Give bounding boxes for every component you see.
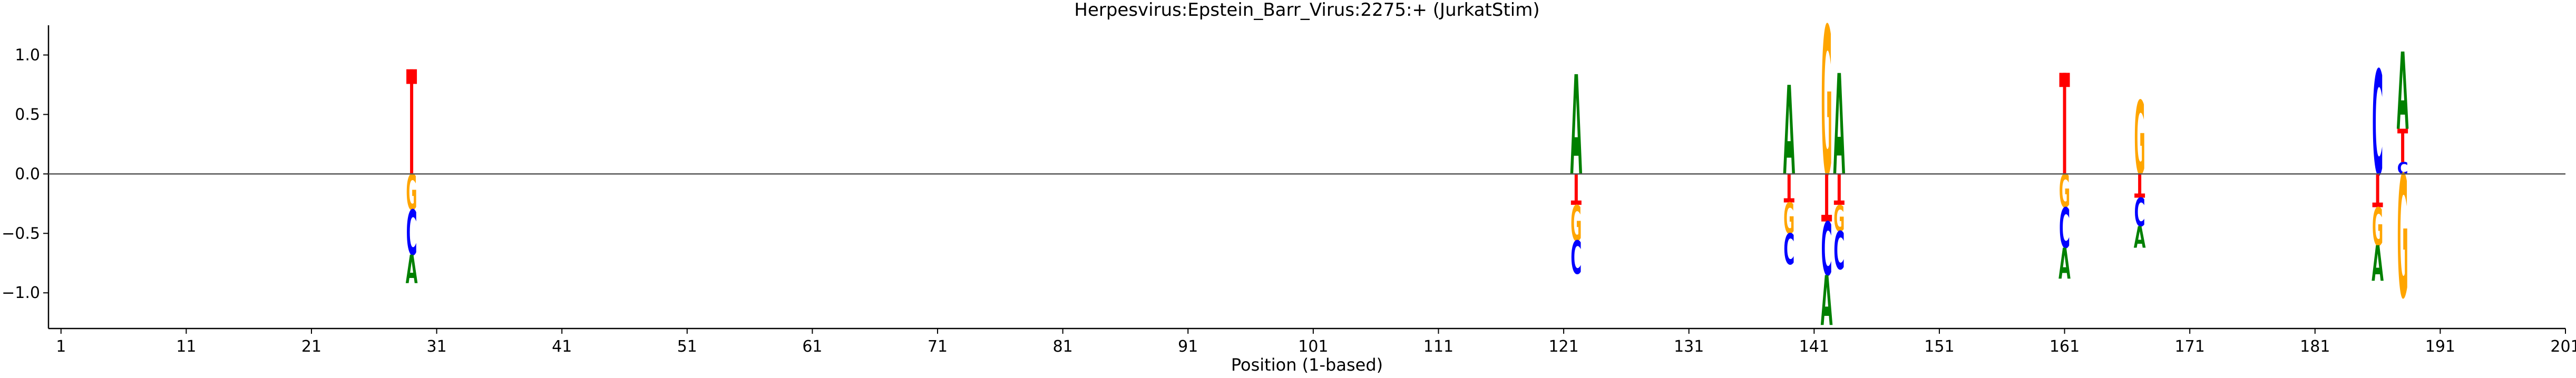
logo-letter-G: G [1570, 196, 1582, 253]
logo-letter-C: C [2059, 197, 2070, 262]
logo-letter-T [1833, 174, 1845, 205]
logo-letter-G: G [1821, 0, 1832, 222]
logo-letter-A: A [2058, 240, 2071, 289]
x-tick-label: 21 [301, 337, 321, 356]
logo-letter-T-bar [2059, 73, 2070, 87]
logo-letter-T [2059, 73, 2070, 174]
x-tick-label: 101 [1298, 337, 1328, 356]
x-tick-label: 181 [2300, 337, 2330, 356]
logo-letter-A: A [1821, 263, 1833, 342]
logo-letter-C: C [2372, 41, 2383, 208]
logo-letter-C: C [1833, 221, 1845, 282]
logo-letter-T-stem [1574, 174, 1578, 205]
logo-letter-G: G [2372, 198, 2383, 258]
logo-letter-T-stem [1837, 174, 1841, 205]
x-tick-label: 201 [2550, 337, 2576, 356]
chart-title: Herpesvirus:Epstein_Barr_Virus:2275:+ (J… [1074, 0, 1539, 21]
logo-letter-T-stem [2063, 73, 2066, 174]
logo-letter-A: A [2372, 236, 2384, 293]
y-tick-label: 0.5 [15, 105, 40, 124]
logo-letter-A: A [406, 248, 418, 293]
logo-letter-A: A [1833, 46, 1845, 207]
logo-letter-G: G [2134, 81, 2145, 198]
logo-letter-G: G [1783, 195, 1794, 244]
x-tick-label: 161 [2050, 337, 2080, 356]
logo-letter-T-stem [410, 69, 414, 174]
logo-letter-T-stem [2376, 174, 2379, 207]
logo-letter-T-bar [1570, 200, 1582, 205]
x-tick-label: 81 [1053, 337, 1073, 356]
logo-letter-T [1821, 174, 1832, 222]
logo-letter-T [2397, 128, 2408, 162]
logo-letter-G: G [1833, 198, 1845, 240]
x-tick-label: 61 [802, 337, 822, 356]
y-tick-label: −1.0 [2, 284, 40, 302]
ticks-layer: 1 11 21 31 41 51 61 71 81 91 101 111 121 131 141 151 161… [2, 46, 2576, 356]
logo-letter-T [1570, 174, 1582, 205]
logo-letter-T-bar [2134, 193, 2145, 198]
logo-letter-T [1783, 174, 1794, 203]
logo-letter-T [406, 69, 417, 174]
logo-letter-T [2134, 174, 2145, 198]
x-tick-label: 121 [1548, 337, 1578, 356]
x-tick-label: 1 [56, 337, 66, 356]
y-tick-label: 1.0 [15, 46, 40, 64]
logo-letter-T-bar [2397, 128, 2408, 134]
logo-letter-T-stem [1787, 174, 1791, 203]
logo-letter-T-bar [2372, 202, 2383, 207]
x-tick-label: 31 [427, 337, 447, 356]
x-tick-label: 11 [176, 337, 196, 356]
logo-letter-T-bar [1783, 198, 1794, 203]
logo-letter-C: C [1570, 232, 1582, 285]
axes-layer [47, 25, 2565, 330]
logo-letter-A: A [1570, 47, 1582, 207]
x-tick-label: 131 [1674, 337, 1704, 356]
logo-letter-C: C [1783, 226, 1794, 275]
x-tick-label: 141 [1799, 337, 1829, 356]
logo-letter-G: G [2397, 141, 2408, 336]
x-tick-label: 151 [1924, 337, 1954, 356]
logo-letter-G: G [406, 165, 417, 222]
logo-letter-T [2372, 174, 2383, 207]
x-tick-label: 191 [2425, 337, 2455, 356]
logo-letter-A: A [1783, 61, 1795, 204]
y-tick-label: −0.5 [2, 224, 40, 243]
logo-letter-G: G [2059, 166, 2070, 218]
logo-letter-A: A [2397, 31, 2409, 154]
logo-letter-T-bar [1821, 215, 1832, 222]
x-tick-label: 71 [928, 337, 948, 356]
x-tick-label: 111 [1423, 337, 1453, 356]
logo-letter-T-bar [406, 69, 417, 84]
x-axis-label: Position (1-based) [1231, 355, 1383, 375]
y-tick-label: 0.0 [15, 165, 40, 183]
logo-letter-C: C [406, 198, 417, 270]
x-tick-label: 91 [1178, 337, 1198, 356]
logo-letter-A: A [2134, 221, 2146, 255]
logo-letter-C: C [2134, 191, 2145, 236]
logo-letter-T-stem [2401, 128, 2405, 162]
logo-letter-C: C [1821, 207, 1832, 293]
logo-letter-T-stem [2138, 174, 2142, 198]
x-tick-label: 41 [552, 337, 572, 356]
x-tick-label: 171 [2175, 337, 2205, 356]
logo-letter-T-stem [1825, 174, 1829, 222]
x-tick-label: 51 [677, 337, 697, 356]
logo-letter-T-bar [1833, 200, 1845, 205]
